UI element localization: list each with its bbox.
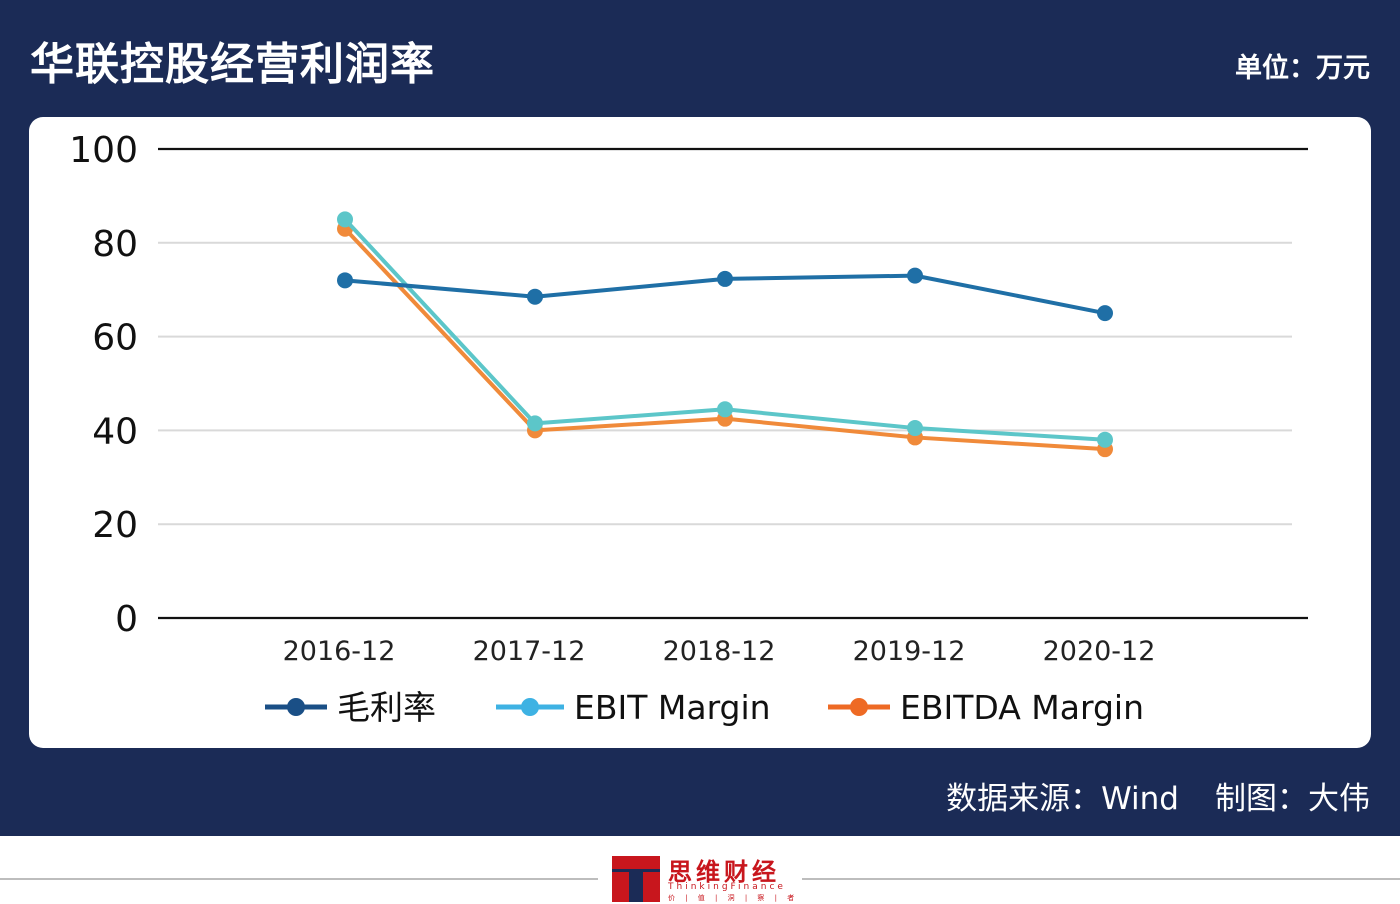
data-point (907, 420, 923, 437)
data-point (337, 272, 353, 289)
data-point (527, 415, 543, 432)
logo-name: 思维财经 (668, 858, 780, 886)
x-tick-label: 2019-12 (853, 636, 966, 667)
source-note: 数据来源：Wind 制图：大伟 (946, 773, 1370, 818)
footer-divider-left (0, 878, 598, 880)
y-tick-label: 40 (92, 411, 138, 452)
data-point (717, 401, 733, 418)
logo-t-icon (612, 856, 660, 902)
y-tick-label: 20 (92, 505, 138, 546)
y-tick-label: 0 (115, 599, 138, 640)
y-tick-label: 100 (69, 130, 138, 171)
legend-label: EBITDA Margin (900, 688, 1144, 727)
logo-english: ThinkingFinance (668, 882, 786, 892)
axis-layer: 0 20 40 60 80 100 2016-12 2017-12 2018-12 2019-12… (69, 130, 1155, 667)
legend-swatch-marker (287, 698, 305, 716)
x-tick-label: 2017-12 (473, 636, 586, 667)
data-point (1097, 431, 1113, 448)
data-point (527, 288, 543, 305)
x-tick-label: 2018-12 (663, 636, 776, 667)
x-tick-label: 2020-12 (1043, 636, 1156, 667)
legend-layer: 毛利率 EBIT Margin EBITDA Margin (265, 688, 1144, 727)
data-point (1097, 305, 1113, 322)
y-tick-label: 80 (92, 224, 138, 265)
chart-panel (29, 117, 1371, 748)
brand-logo: 思维财经 ThinkingFinance 价 | 值 | 洞 | 察 | 者 (612, 852, 812, 902)
legend-swatch-marker (850, 698, 868, 716)
data-point (717, 270, 733, 287)
y-tick-label: 60 (92, 318, 138, 359)
legend-swatch-marker (521, 698, 539, 716)
data-source: 数据来源：Wind (946, 781, 1179, 817)
logo-slogan: 价 | 值 | 洞 | 察 | 者 (668, 894, 799, 902)
legend-label: EBIT Margin (574, 688, 771, 727)
data-point (337, 211, 353, 228)
footer-divider-right (802, 878, 1400, 880)
data-point (907, 267, 923, 284)
x-tick-label: 2016-12 (283, 636, 396, 667)
chart-author: 制图：大伟 (1215, 781, 1370, 817)
grid-layer (158, 147, 1308, 620)
unit-label: 单位：万元 (1235, 53, 1370, 84)
series-layer (337, 211, 1113, 458)
legend-label: 毛利率 (337, 688, 436, 727)
page-title: 华联控股经营利润率 (30, 39, 435, 90)
